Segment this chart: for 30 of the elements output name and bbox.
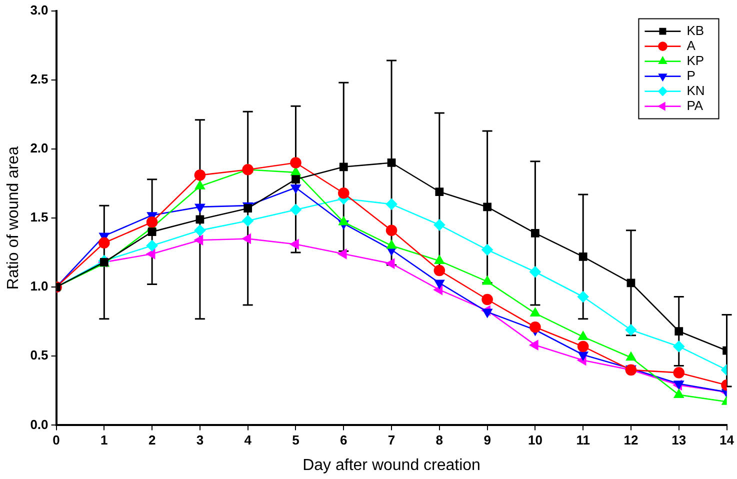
y-tick-label: 0.5: [30, 348, 48, 363]
y-tick-label: 2.0: [30, 140, 48, 156]
x-tick-label: 9: [484, 432, 491, 448]
y-tick-label: 1.0: [30, 278, 48, 294]
legend-label: P: [686, 68, 696, 83]
legend-label: KN: [686, 82, 705, 98]
x-tick-label: 1: [100, 432, 108, 448]
x-tick-label: 8: [436, 432, 444, 448]
x-tick-label: 7: [388, 432, 396, 448]
x-tick-label: 13: [672, 432, 686, 448]
x-tick-label: 4: [244, 432, 252, 448]
x-tick-label: 5: [292, 432, 300, 448]
x-tick-label: 2: [148, 432, 156, 448]
legend-label: KB: [686, 22, 704, 38]
legend-label: A: [686, 38, 696, 53]
y-tick-label: 3.0: [30, 2, 48, 18]
legend-label: PA: [686, 98, 704, 113]
x-tick-label: 14: [720, 432, 735, 448]
y-tick-label: 1.5: [30, 210, 48, 225]
x-tick-label: 10: [528, 432, 542, 448]
x-tick-label: 11: [576, 432, 590, 448]
y-tick-label: 2.5: [30, 71, 48, 86]
legend-label: KP: [686, 52, 704, 68]
x-tick-label: 12: [624, 432, 638, 448]
x-tick-label: 0: [52, 432, 60, 448]
x-axis-title: Day after wound creation: [302, 456, 480, 474]
x-tick-label: 3: [196, 432, 204, 448]
y-axis-title: Ratio of wound area: [5, 146, 22, 290]
x-tick-label: 6: [340, 432, 348, 448]
y-tick-label: 0.0: [30, 416, 48, 432]
